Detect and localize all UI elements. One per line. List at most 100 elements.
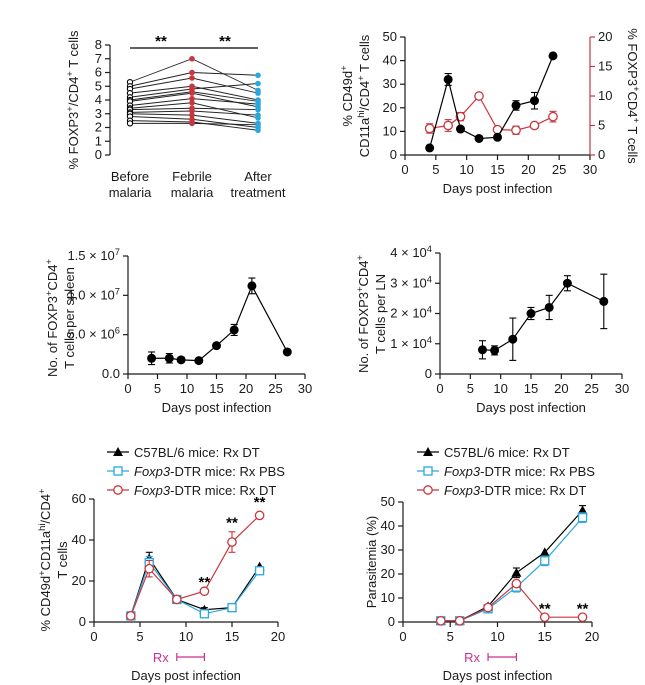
data-point	[189, 90, 195, 96]
text-span: +	[44, 291, 54, 296]
text-span: No. of FOXP3	[356, 292, 371, 373]
series-cyan	[436, 512, 588, 626]
y-tick-label: 40	[72, 532, 86, 547]
data-point	[282, 347, 292, 357]
data-point	[540, 556, 550, 566]
series-line	[440, 582, 583, 622]
data-point	[483, 602, 493, 613]
series-black	[424, 91, 558, 136]
series-red	[435, 578, 588, 626]
y-tick-label: 3 × 104	[390, 274, 432, 290]
category-label: Before	[111, 169, 149, 184]
y-tick-label: 10	[381, 590, 395, 605]
x-tick-label: 10	[459, 162, 473, 177]
x-tick-label: 30	[583, 162, 597, 177]
text-span: No. of FOXP3	[45, 296, 60, 377]
text-span: T cells	[625, 123, 640, 164]
text-span: 1.5 × 10	[67, 248, 114, 263]
y-axis-label: No. of FOXP3+CD4+	[355, 255, 371, 373]
treatment-label: Rx	[464, 650, 480, 665]
text-span: +	[37, 570, 47, 575]
data-point	[199, 609, 210, 619]
data-point	[548, 51, 558, 61]
text-span: 0.0	[102, 366, 120, 381]
text-span: +	[631, 86, 641, 91]
y-axis-label: % FOXP3+/CD4+ T cells	[65, 30, 81, 170]
y-tick-label: 2	[95, 120, 102, 135]
text-span: 7	[115, 286, 120, 296]
x-tick-label: 30	[615, 381, 629, 396]
y-axis-label: T cells per spleen	[62, 267, 77, 369]
y-tick-label: 0	[390, 147, 397, 162]
data-point	[577, 512, 588, 523]
treatment-label: Rx	[153, 650, 169, 665]
text-span: /CD4	[38, 494, 53, 524]
text-span: /CD4	[66, 77, 81, 107]
y-tick-label: 6	[95, 65, 102, 80]
treatment-bracket: Rx	[464, 650, 518, 665]
x-tick-label: 0	[401, 162, 408, 177]
x-tick-label: 25	[552, 162, 566, 177]
panel-f: 0 5 10 15 20 Days post infection 0 10 20 30 40 50Pa…	[364, 445, 599, 683]
x-axis-label: Days post infection	[162, 400, 272, 415]
y-tick-label-right: 5	[598, 118, 605, 133]
x-tick-label: 0	[399, 629, 406, 644]
data-point	[255, 90, 261, 96]
data-point	[189, 108, 195, 114]
category-label: After	[244, 169, 272, 184]
data-point	[227, 537, 237, 547]
text-span: 3 × 10	[390, 275, 427, 290]
y-tick-label: 20	[72, 573, 86, 588]
data-point	[189, 95, 195, 102]
data-point	[227, 603, 237, 613]
y-tick-label-right: 20	[598, 29, 612, 44]
y-tick-label: 0	[425, 366, 432, 381]
data-point	[212, 341, 221, 351]
y-tick-label: 20	[381, 566, 395, 581]
y-tick-label: 50	[383, 29, 397, 44]
data-point	[577, 505, 588, 515]
data-point	[548, 111, 558, 122]
significance-mark: **	[226, 515, 238, 532]
x-tick-label: 0	[436, 381, 443, 396]
x-tick-label: 20	[239, 381, 253, 396]
y-axis-label: Parasitemia (%)	[364, 516, 379, 608]
text-span: 4	[427, 244, 432, 254]
text-span: hi	[37, 524, 47, 531]
text-span: 5.0 × 10	[67, 327, 114, 342]
x-tick-label: 20	[521, 162, 535, 177]
x-tick-label: 5	[467, 381, 474, 396]
x-tick-label: 5	[432, 162, 439, 177]
text-span: +	[65, 71, 75, 76]
data-point	[424, 123, 435, 134]
x-tick-label: 5	[136, 629, 143, 644]
text-span: C57BL/6 mice: Rx DT	[134, 445, 260, 460]
y-tick-label: 4	[95, 92, 102, 107]
data-point	[490, 345, 500, 355]
data-point	[126, 120, 134, 127]
data-point	[526, 309, 536, 318]
data-point	[189, 75, 195, 81]
data-point	[144, 563, 155, 574]
y-tick-label: 10	[383, 123, 397, 138]
y-axis-label: CD11ahi/CD4+ T cells	[356, 34, 372, 157]
text-span: CD4	[625, 92, 640, 118]
y-tick-label-right: 10	[598, 88, 612, 103]
category-label: malaria	[171, 185, 214, 200]
x-tick-label: 30	[298, 381, 312, 396]
y-tick-label-right: 0	[598, 147, 605, 162]
y-axis-label: T cells	[55, 541, 70, 579]
data-point	[229, 325, 239, 335]
text-span: 4	[427, 274, 432, 284]
data-point	[189, 99, 195, 106]
data-point	[255, 121, 261, 128]
text-span: 2 × 10	[390, 306, 427, 321]
data-point	[171, 594, 182, 605]
legend-item: C57BL/6 mice: Rx DT	[107, 445, 260, 460]
text-span: C57BL/6 mice: Rx DT	[444, 445, 570, 460]
data-point	[477, 345, 487, 355]
data-point	[255, 80, 261, 87]
text-span: -DTR mice: Rx PBS	[170, 464, 285, 479]
